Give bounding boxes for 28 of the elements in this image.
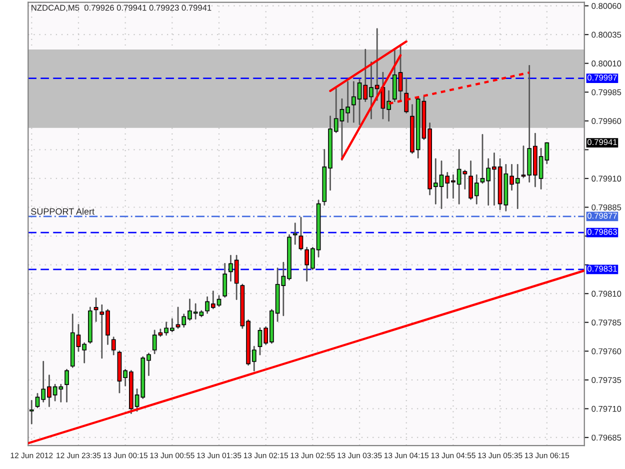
- ref-line-label: 0.79997: [587, 74, 617, 81]
- chart-title: NZDCAD,M5 0.79926 0.79941 0.79923 0.79941: [32, 4, 212, 12]
- y-tick-label: 0.79710: [592, 406, 622, 412]
- y-tick-label: 0.80060: [592, 3, 622, 9]
- y-tick-label: 0.80010: [592, 60, 622, 66]
- candlestick: [298, 216, 304, 251]
- candlestick: [111, 336, 116, 356]
- candlestick: [29, 400, 34, 424]
- ref-line-label: 0.79877: [587, 212, 617, 219]
- candlestick: [462, 170, 468, 190]
- y-tick-label: 0.79685: [592, 434, 622, 441]
- candlestick: [64, 368, 69, 402]
- text: 0.79941: [587, 139, 617, 146]
- ref-line-label: 0.79831: [587, 266, 617, 272]
- annotation: SUPPORT Alert: [31, 208, 94, 215]
- y-tick-label: 0.79760: [592, 348, 622, 354]
- y-tick-label: 0.79810: [592, 290, 622, 297]
- y-tick-label: 0.79985: [592, 89, 622, 96]
- y-tick-label: 0.79910: [592, 176, 622, 182]
- y-tick-label: 0.79960: [592, 118, 622, 124]
- y-tick-label: 0.79785: [592, 320, 622, 326]
- ref-line-label: 0.79863: [587, 228, 617, 235]
- y-tick-label: 0.80035: [592, 32, 622, 38]
- y-tick-label: 0.79735: [592, 377, 622, 384]
- candlestick: [222, 262, 228, 298]
- candlestick: [94, 298, 98, 322]
- y-tick-label: 0.79885: [592, 204, 622, 210]
- candlestick: [292, 222, 298, 245]
